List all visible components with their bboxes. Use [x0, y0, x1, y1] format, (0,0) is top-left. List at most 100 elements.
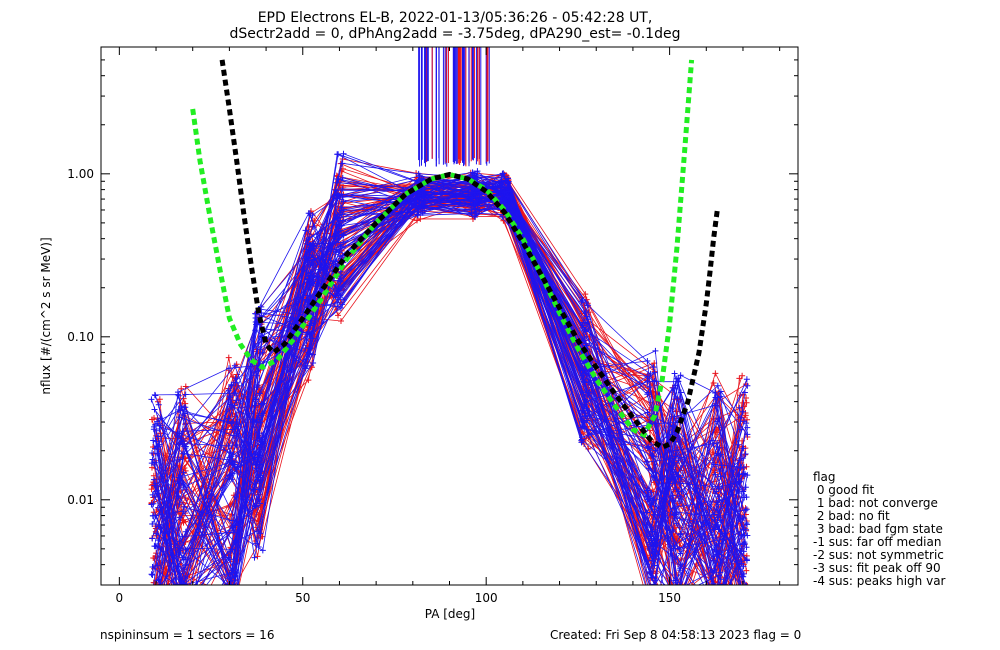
trace-point: [738, 598, 744, 604]
trace-point: [178, 603, 184, 609]
trace-point: [738, 426, 745, 433]
trace-point: [176, 514, 183, 521]
trace-point: [233, 589, 239, 595]
trace-line: [159, 178, 744, 585]
trace-point: [670, 384, 677, 391]
trace-point: [719, 593, 725, 599]
trace-point: [182, 615, 188, 621]
trace-point: [182, 594, 188, 600]
trace-point: [741, 598, 747, 604]
trace-point: [670, 526, 677, 533]
trace-point: [149, 456, 156, 463]
trace-point: [746, 582, 748, 585]
trace-point: [743, 420, 750, 427]
trace-point: [303, 331, 310, 338]
trace-point: [743, 506, 750, 513]
plot-frame: [100, 46, 799, 586]
trace-point: [178, 606, 184, 612]
trace-point: [710, 580, 717, 585]
trace-point: [714, 505, 721, 512]
trace-point: [154, 600, 160, 606]
trace-point: [175, 392, 182, 399]
trace-line: [153, 199, 747, 585]
trace-point: [149, 450, 156, 457]
trace-point: [251, 502, 258, 509]
trace-point: [152, 593, 158, 599]
trace-point: [306, 284, 313, 291]
trace-point: [233, 593, 239, 599]
trace-point: [674, 605, 680, 611]
trace-point: [154, 504, 161, 511]
trace-point: [671, 476, 678, 483]
trace-line: [154, 181, 744, 547]
trace-point: [153, 592, 159, 598]
trace-point: [307, 244, 314, 251]
trace-point: [152, 603, 158, 609]
trace-point: [155, 537, 162, 544]
trace-point: [338, 207, 345, 214]
trace-point: [305, 236, 312, 243]
trace-point: [154, 490, 161, 497]
trace-point: [739, 605, 745, 611]
trace-point: [650, 587, 656, 593]
trace-point: [256, 430, 263, 437]
trace-point: [644, 597, 650, 603]
trace-point: [306, 210, 313, 217]
trace-point: [578, 436, 585, 443]
trace-point: [675, 472, 682, 479]
trace-point: [340, 206, 347, 213]
trace-point: [180, 484, 187, 491]
footer-right: Created: Fri Sep 8 04:58:13 2023 flag = …: [550, 628, 801, 642]
trace-point: [737, 608, 743, 614]
trace-point: [744, 621, 750, 627]
trace-point: [334, 195, 341, 202]
trace-point: [715, 621, 721, 627]
trace-point: [181, 591, 187, 597]
trace-point: [153, 530, 160, 537]
footer-left: nspininsum = 1 sectors = 16: [100, 628, 274, 642]
trace-point: [717, 609, 723, 615]
trace-point: [676, 493, 683, 500]
trace-point: [743, 557, 750, 564]
trace-point: [150, 585, 156, 591]
trace-point: [713, 589, 719, 595]
trace-point: [339, 160, 346, 167]
trace-point: [152, 392, 159, 399]
trace-point: [650, 553, 657, 560]
trace-point: [302, 344, 309, 351]
trace-point: [151, 414, 158, 421]
trace-point: [332, 292, 339, 299]
trace-point: [676, 615, 682, 621]
trace-point: [182, 404, 189, 411]
trace-point: [176, 549, 183, 556]
trace-point: [148, 571, 155, 578]
legend-entry: 0 good fit: [813, 483, 875, 497]
trace-point: [176, 430, 183, 437]
trace-point: [644, 496, 651, 503]
trace-point: [337, 318, 344, 325]
trace-point: [713, 594, 719, 600]
trace-point: [180, 612, 186, 618]
trace-point: [183, 613, 189, 619]
trace-point: [305, 377, 312, 384]
trace-point: [711, 461, 718, 468]
trace-point: [176, 609, 182, 615]
trace-point: [256, 511, 263, 518]
fit-curve-black: [219, 59, 720, 451]
trace-point: [256, 500, 263, 507]
trace-point: [152, 596, 158, 602]
trace-point: [712, 389, 719, 396]
trace-point: [155, 619, 161, 625]
legend-entry: -2 sus: not symmetric: [813, 548, 944, 562]
trace-point: [651, 598, 657, 604]
trace-point: [646, 568, 653, 575]
trace-point: [673, 520, 680, 527]
trace-point: [227, 471, 234, 478]
trace-line: [165, 197, 745, 585]
trace-point: [258, 468, 265, 475]
trace-point: [181, 465, 188, 472]
trace-point: [149, 572, 156, 579]
trace-point: [157, 646, 163, 650]
trace-point: [740, 532, 747, 539]
trace-point: [740, 548, 747, 555]
